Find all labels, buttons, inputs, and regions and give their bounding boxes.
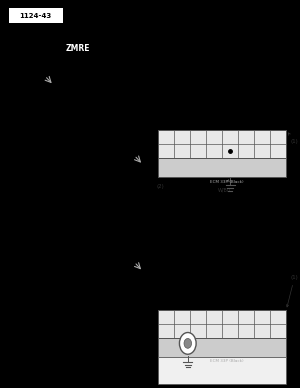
Bar — [158, 158, 286, 177]
Text: W/Bu: W/Bu — [218, 180, 231, 192]
Circle shape — [179, 333, 196, 354]
Text: (2): (2) — [157, 184, 164, 189]
Text: (1): (1) — [286, 275, 298, 307]
Text: ZMRE: ZMRE — [66, 44, 90, 53]
Text: (1): (1) — [288, 133, 298, 144]
Bar — [158, 130, 286, 158]
Bar — [158, 338, 286, 357]
Text: 1124-43: 1124-43 — [20, 12, 52, 19]
Text: ECM 33P (Black): ECM 33P (Black) — [210, 359, 243, 363]
Bar — [158, 357, 286, 384]
Circle shape — [184, 338, 191, 348]
Bar — [9, 8, 63, 23]
Text: ECM 33P (Black): ECM 33P (Black) — [210, 180, 243, 184]
Bar — [158, 310, 286, 338]
